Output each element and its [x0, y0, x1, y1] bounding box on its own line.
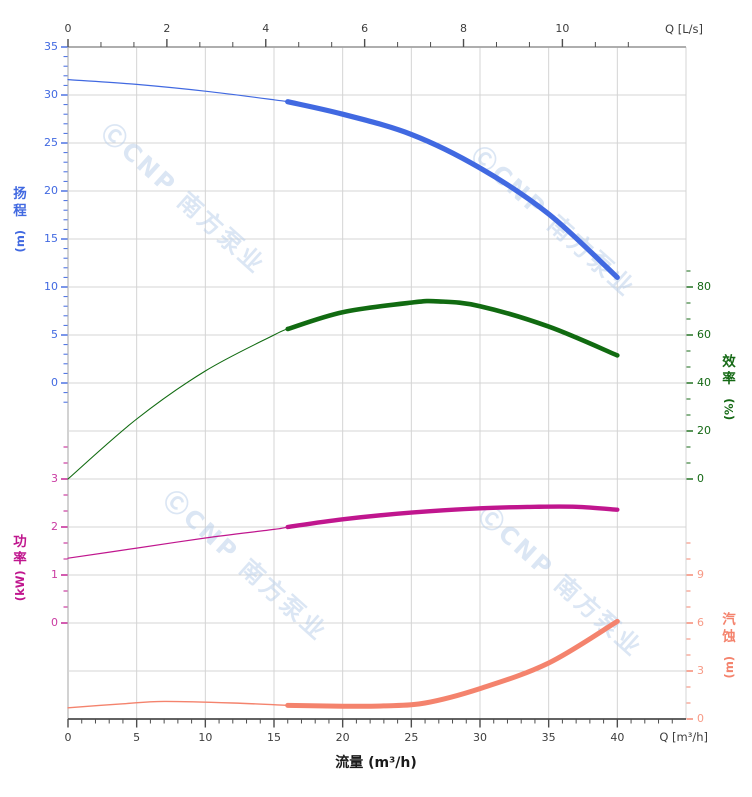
power-axis: 3 2 1 0: [51, 446, 68, 629]
tick-label: 0: [65, 731, 72, 744]
grid: [67, 46, 687, 720]
tick-label: 1: [51, 568, 58, 581]
tick-label: 2: [163, 22, 170, 35]
watermark-text: ⒸCNP 南方泵业: [473, 501, 648, 663]
tick-label: 80: [697, 280, 711, 293]
watermark-text: ⒸCNP 南方泵业: [96, 118, 271, 280]
tick-label: 10: [555, 22, 569, 35]
tick-label: 0: [51, 616, 58, 629]
tick-label: 25: [404, 731, 418, 744]
tick-label: 6: [697, 616, 704, 629]
efficiency-axis: 80 60 40 20 0: [686, 270, 711, 485]
tick-label: 60: [697, 328, 711, 341]
head-axis: 35 30 25 20 15 10 5 0: [44, 40, 68, 403]
tick-label: 8: [460, 22, 467, 35]
series-head-curve: [67, 79, 620, 280]
tick-label: 15: [44, 232, 58, 245]
tick-label: 2: [51, 520, 58, 533]
tick-label: 30: [473, 731, 487, 744]
top-axis-unit-label: Q [L/s]: [665, 22, 703, 36]
power-axis-title: 功率 (kW): [12, 534, 27, 601]
tick-label: 9: [697, 568, 704, 581]
series-power-curve: [67, 504, 620, 559]
tick-label: 20: [44, 184, 58, 197]
tick-label: 6: [361, 22, 368, 35]
tick-label: 40: [697, 376, 711, 389]
tick-label: 0: [65, 22, 72, 35]
tick-label: 35: [44, 40, 58, 53]
head-axis-title: 扬程 (m): [12, 186, 27, 253]
series-efficiency-curve: [67, 298, 620, 480]
tick-label: 20: [697, 424, 711, 437]
tick-label: 5: [133, 731, 140, 744]
tick-label: 3: [51, 472, 58, 485]
efficiency-axis-title: 效率 (%): [721, 354, 736, 420]
tick-label: 20: [336, 731, 350, 744]
tick-label: 5: [51, 328, 58, 341]
watermark-text: ⒸCNP 南方泵业: [466, 141, 641, 303]
tick-label: 10: [44, 280, 58, 293]
bottom-axis: 0 5 10 15 20 25 30 35 40: [65, 719, 673, 744]
bottom-axis-unit-label: Q [m³/h]: [659, 730, 708, 744]
tick-label: 3: [697, 664, 704, 677]
top-axis: 0 2 4 6 8 10: [65, 22, 629, 47]
tick-label: 25: [44, 136, 58, 149]
tick-label: 0: [697, 712, 704, 725]
tick-label: 40: [610, 731, 624, 744]
tick-label: 35: [542, 731, 556, 744]
npsh-axis-title: 汽蚀 (m): [721, 612, 736, 679]
tick-label: 15: [267, 731, 281, 744]
npsh-axis: 9 6 3 0: [686, 542, 704, 725]
flow-axis-title: 流量 (m³/h): [335, 755, 417, 771]
tick-label: 10: [198, 731, 212, 744]
tick-label: 4: [262, 22, 269, 35]
tick-label: 0: [697, 472, 704, 485]
tick-label: 0: [51, 376, 58, 389]
tick-label: 30: [44, 88, 58, 101]
series-npsh-curve: [67, 618, 620, 709]
